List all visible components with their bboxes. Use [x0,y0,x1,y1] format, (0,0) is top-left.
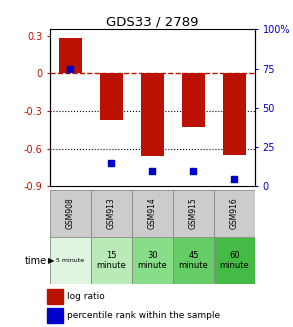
Text: 15
minute: 15 minute [96,251,126,270]
FancyBboxPatch shape [50,237,91,284]
Bar [141,73,163,156]
Text: GSM915: GSM915 [189,198,198,229]
Bar [182,73,205,128]
FancyBboxPatch shape [132,237,173,284]
Text: 30
minute: 30 minute [137,251,167,270]
Text: ▶: ▶ [48,256,55,265]
Text: percentile rank within the sample: percentile rank within the sample [67,311,220,320]
FancyBboxPatch shape [132,190,173,237]
Point [232,176,237,181]
Bar [59,38,81,73]
Bar [47,308,63,323]
Bar [223,73,246,155]
FancyBboxPatch shape [214,237,255,284]
Point [191,168,196,173]
Text: GSM914: GSM914 [148,198,157,229]
Text: 45
minute: 45 minute [178,251,208,270]
Bar [100,73,123,120]
Text: GSM908: GSM908 [66,198,75,229]
Title: GDS33 / 2789: GDS33 / 2789 [106,15,199,28]
Point [109,160,114,165]
Point [150,168,155,173]
FancyBboxPatch shape [50,190,91,237]
Text: 60
minute: 60 minute [219,251,249,270]
Text: GSM916: GSM916 [230,198,239,229]
Point [68,66,73,71]
Text: GSM913: GSM913 [107,198,116,229]
FancyBboxPatch shape [173,237,214,284]
FancyBboxPatch shape [173,190,214,237]
FancyBboxPatch shape [91,237,132,284]
Text: time: time [25,256,47,266]
FancyBboxPatch shape [214,190,255,237]
Text: log ratio: log ratio [67,292,105,301]
Text: 5 minute: 5 minute [56,258,84,263]
FancyBboxPatch shape [91,190,132,237]
Bar [47,289,63,304]
